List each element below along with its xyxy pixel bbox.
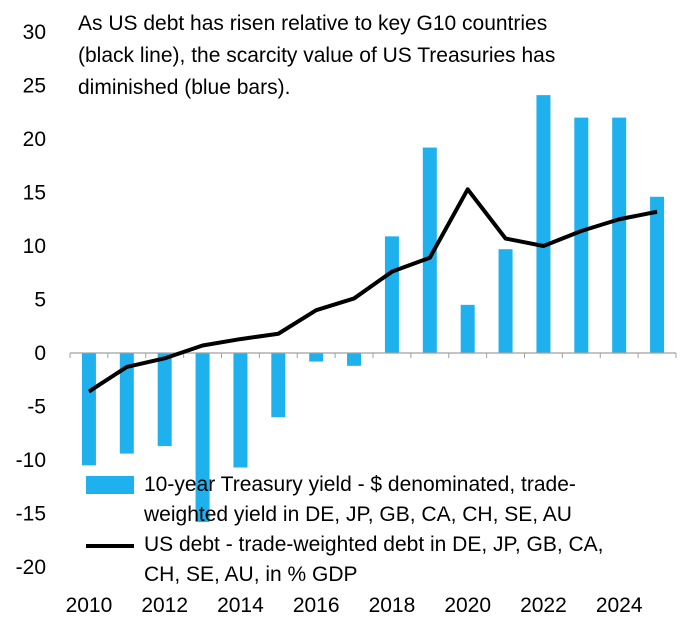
y-tick-label: 25 <box>23 75 46 98</box>
y-tick-label: 15 <box>23 182 46 205</box>
chart-title: As US debt has risen relative to key G10… <box>78 8 678 104</box>
y-tick-label: 5 <box>34 289 46 312</box>
y-tick-label: -20 <box>16 556 46 579</box>
x-tick-label: 2012 <box>141 594 188 617</box>
legend-label: 10-year Treasury yield - $ denominated, … <box>144 470 576 530</box>
y-tick-label: 20 <box>23 128 46 151</box>
y-tick-label: 10 <box>23 235 46 258</box>
bar-2025 <box>650 196 665 353</box>
x-axis-ticks: 2010 2012 2014 2016 2018 2020 2022 2024 <box>66 594 643 617</box>
bar-2011 <box>119 353 134 454</box>
bar-2020 <box>460 304 475 353</box>
legend-swatch-line <box>86 544 134 548</box>
bar-2012 <box>157 353 172 447</box>
debt-line <box>87 187 658 394</box>
legend-item-yield: 10-year Treasury yield - $ denominated, … <box>86 470 686 530</box>
bar-2017 <box>347 353 362 366</box>
x-tick-label: 2014 <box>217 594 264 617</box>
x-tick-label: 2024 <box>596 594 643 617</box>
legend-label-line: US debt - trade-weighted debt in DE, JP,… <box>144 533 604 556</box>
y-tick-label: -10 <box>16 449 46 472</box>
legend-label-line: 10-year Treasury yield - $ denominated, … <box>144 473 576 496</box>
legend-label: US debt - trade-weighted debt in DE, JP,… <box>144 530 604 590</box>
x-tick-label: 2018 <box>369 594 416 617</box>
legend-swatch-bar <box>86 476 134 494</box>
x-tick-label: 2020 <box>444 594 491 617</box>
title-line: (black line), the scarcity value of US T… <box>78 44 556 67</box>
bar-2023 <box>574 117 589 353</box>
y-tick-label: -5 <box>27 396 46 419</box>
title-line: As US debt has risen relative to key G10… <box>78 12 548 35</box>
y-tick-label: -15 <box>16 503 46 526</box>
bar-2021 <box>498 249 513 353</box>
y-tick-label: 0 <box>34 342 46 365</box>
bar-2015 <box>271 353 286 418</box>
legend-label-line: weighted yield in DE, JP, GB, CA, CH, SE… <box>144 503 572 526</box>
legend: 10-year Treasury yield - $ denominated, … <box>86 470 686 590</box>
x-tick-label: 2022 <box>520 594 567 617</box>
bar-2013 <box>195 353 210 523</box>
bar-2014 <box>233 353 248 468</box>
bar-series <box>81 95 665 523</box>
bar-2018 <box>384 236 399 353</box>
bar-2022 <box>536 95 551 353</box>
bar-2019 <box>422 147 437 353</box>
legend-item-debt: US debt - trade-weighted debt in DE, JP,… <box>86 530 686 590</box>
bar-2016 <box>309 353 324 362</box>
bar-2010 <box>81 353 96 466</box>
y-axis-ticks: 30 25 20 15 10 5 0 -5 -10 -15 -20 <box>16 21 46 579</box>
x-tick-label: 2010 <box>66 594 113 617</box>
bar-2024 <box>612 117 627 353</box>
legend-label-line: CH, SE, AU, in % GDP <box>144 563 358 586</box>
y-tick-label: 30 <box>23 21 46 44</box>
x-tick-label: 2016 <box>293 594 340 617</box>
title-line: diminished (blue bars). <box>78 76 291 99</box>
